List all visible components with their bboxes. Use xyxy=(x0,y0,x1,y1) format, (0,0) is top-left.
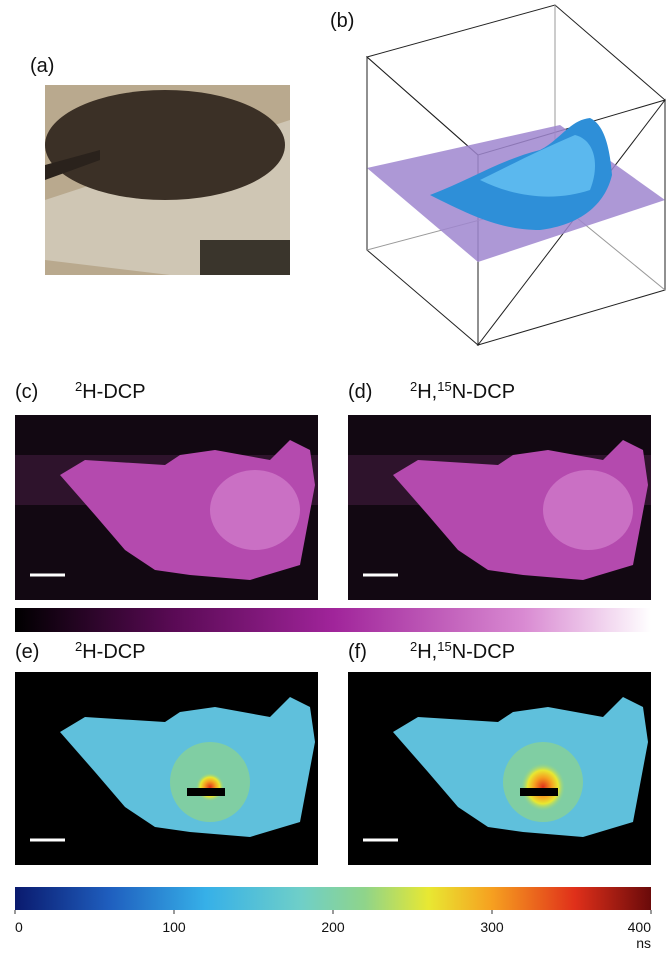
hotspot xyxy=(196,773,224,801)
panel-label: (b) xyxy=(330,10,354,32)
title-part: 15 xyxy=(437,379,451,394)
photo xyxy=(45,85,290,275)
title-part: H-DCP xyxy=(82,381,145,403)
title-part: H, xyxy=(417,641,437,663)
tick-label: 100 xyxy=(162,919,186,935)
title-part: 2 xyxy=(410,379,417,394)
panel-label: (f) xyxy=(348,641,367,663)
intensity-colorbar xyxy=(15,608,651,632)
tick-label: 300 xyxy=(480,919,504,935)
tick-label: 400 xyxy=(628,919,652,935)
panel-label: (c) xyxy=(15,381,38,403)
title-part: N-DCP xyxy=(452,641,515,663)
tick-label: 0 xyxy=(15,919,23,935)
panel-title: 2H-DCP xyxy=(75,639,146,664)
unit-label: ns xyxy=(636,935,651,951)
title-part: 2 xyxy=(75,639,82,654)
tick-label: 200 xyxy=(321,919,345,935)
panel-label: (a) xyxy=(30,55,54,77)
figure: (a)(b)(c)2H-DCP(d)2H,15N-DCP(e)2H-DCP(f)… xyxy=(0,0,666,954)
probe-line xyxy=(187,788,225,796)
panel-title: 2H,15N-DCP xyxy=(410,379,515,404)
probe-line xyxy=(520,788,558,796)
ruler xyxy=(200,240,290,275)
title-part: 15 xyxy=(437,639,451,654)
panel-label: (d) xyxy=(348,381,372,403)
panel-label: (e) xyxy=(15,641,39,663)
panel-title: 2H-DCP xyxy=(75,379,146,404)
box-top xyxy=(367,5,665,155)
panel-title: 2H,15N-DCP xyxy=(410,639,515,664)
title-part: H, xyxy=(417,381,437,403)
animal xyxy=(45,90,285,200)
title-part: 2 xyxy=(75,379,82,394)
title-part: 2 xyxy=(410,639,417,654)
title-part: N-DCP xyxy=(452,381,515,403)
bright-region xyxy=(543,470,633,550)
hotspot xyxy=(521,763,565,811)
lifetime-colorbar xyxy=(15,887,651,910)
bright-region xyxy=(210,470,300,550)
title-part: H-DCP xyxy=(82,641,145,663)
render-3d xyxy=(367,5,665,345)
